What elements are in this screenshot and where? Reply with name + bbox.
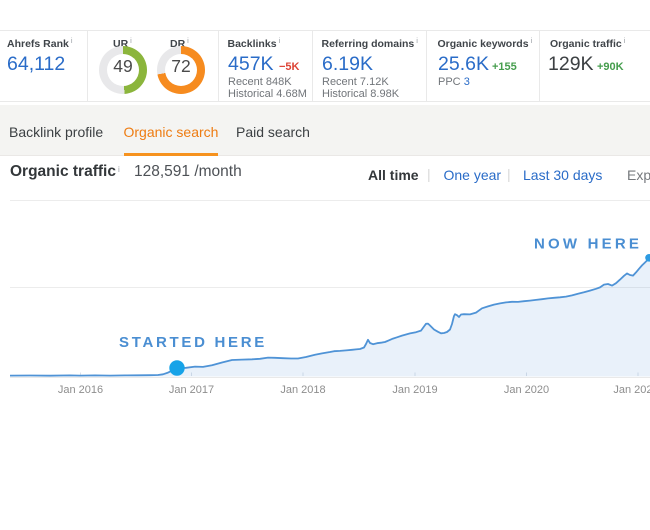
svg-text:NOW HERE: NOW HERE (534, 236, 642, 253)
svg-text:Jan 2016: Jan 2016 (58, 384, 103, 396)
svg-text:Jan 2017: Jan 2017 (169, 384, 214, 396)
svg-text:Jan 2021: Jan 2021 (613, 384, 650, 396)
svg-text:STARTED HERE: STARTED HERE (119, 334, 267, 351)
svg-text:Jan 2020: Jan 2020 (504, 384, 549, 396)
svg-text:Jan 2018: Jan 2018 (280, 384, 325, 396)
svg-text:Jan 2019: Jan 2019 (392, 384, 437, 396)
